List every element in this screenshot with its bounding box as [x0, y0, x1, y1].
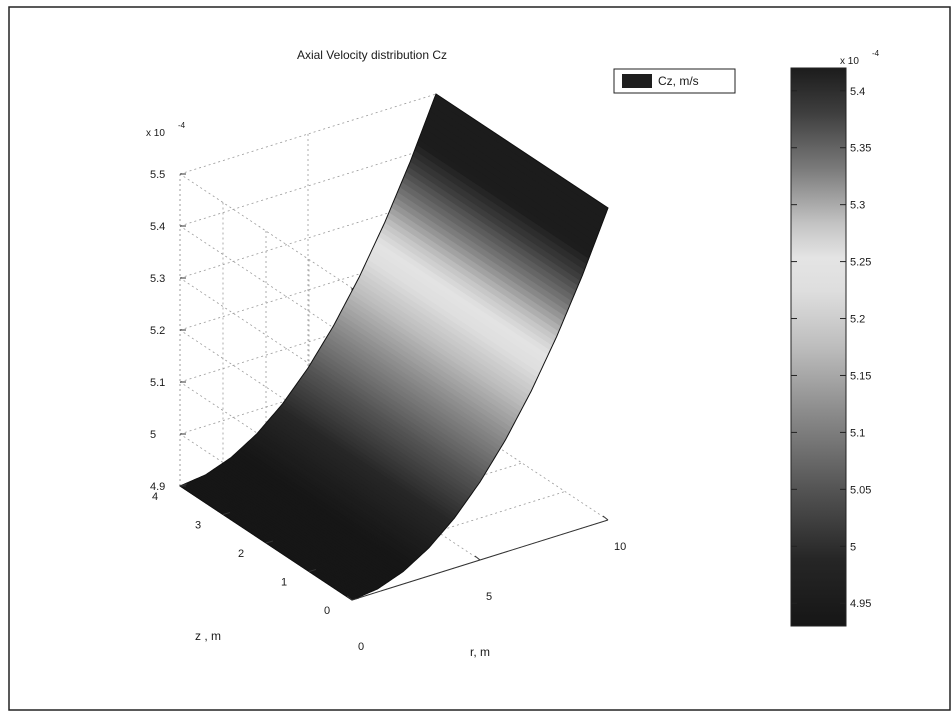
- z-axis-multiplier: x 10 -4: [146, 121, 186, 139]
- z-axis-ticks: 4.9 5 5.1 5.2 5.3 5.4 5.5: [150, 169, 186, 493]
- y-tick-label: 0: [324, 605, 330, 617]
- x-tick-mark: [346, 595, 353, 601]
- colorbar-tick-label: 5.05: [850, 484, 871, 496]
- colorbar-bar: [790, 67, 847, 627]
- x-axis-label: r, m: [470, 645, 490, 659]
- y-tick-mark: [222, 512, 231, 515]
- grid-line-z: [179, 329, 353, 445]
- surface-outline: [178, 93, 609, 601]
- colorbar-tick-label: 5.25: [850, 257, 871, 269]
- colorbar-tick-label: 5.1: [850, 427, 865, 439]
- z-tick-label: 5.5: [150, 169, 165, 181]
- z-multiplier-base: x 10: [146, 128, 165, 139]
- y-tick-label: 3: [195, 520, 201, 532]
- legend: Cz, m/s: [613, 68, 736, 94]
- x-tick-mark: [602, 515, 609, 521]
- z-tick-label: 5.3: [150, 273, 165, 285]
- y-tick-mark: [351, 597, 360, 601]
- y-tick-label: 1: [281, 577, 287, 589]
- z-tick-label: 4.9: [150, 481, 165, 493]
- colorbar-tick-label: 5: [850, 541, 856, 553]
- grid-line-z: [179, 381, 353, 497]
- z-multiplier-exponent: -4: [178, 121, 186, 130]
- y-tick-label: 4: [152, 491, 158, 503]
- chart-title: Axial Velocity distribution Cz: [297, 48, 447, 62]
- z-tick-label: 5.2: [150, 325, 165, 337]
- z-tick-label: 5.4: [150, 221, 165, 233]
- colorbar: 4.95 5 5.05 5.1 5.15 5.2 5.25 5.3 5.35 5.4 x 10 -…: [790, 49, 880, 627]
- colorbar-tick-label: 5.3: [850, 200, 865, 212]
- x-tick-mark: [474, 555, 481, 561]
- colorbar-multiplier-base: x 10: [840, 56, 859, 67]
- x-tick-label: 10: [614, 541, 626, 553]
- z-tick-label: 5: [150, 429, 156, 441]
- y-axis-ticks: 0 1 2 3 4: [152, 483, 360, 617]
- y-tick-mark: [179, 483, 188, 487]
- legend-swatch: [622, 74, 652, 88]
- y-tick-mark: [308, 569, 317, 572]
- x-axis-ticks: 0 5 10: [346, 515, 626, 653]
- z-tick-label: 5.1: [150, 377, 165, 389]
- grid-line-z: [179, 433, 353, 549]
- y-tick-label: 2: [238, 548, 244, 560]
- x-tick-label: 0: [358, 641, 364, 653]
- grid-line-z: [179, 225, 353, 341]
- colorbar-tick-label: 4.95: [850, 598, 871, 610]
- colorbar-tick-label: 5.15: [850, 370, 871, 382]
- colorbar-multiplier-exponent: -4: [872, 49, 880, 58]
- y-tick-mark: [265, 540, 274, 544]
- colorbar-tick-label: 5.2: [850, 314, 865, 326]
- y-axis-label: z , m: [195, 629, 221, 643]
- surface-plot: [178, 93, 609, 601]
- legend-label: Cz, m/s: [658, 74, 699, 88]
- colorbar-tick-label: 5.4: [850, 86, 865, 98]
- colorbar-ticks: 4.95 5 5.05 5.1 5.15 5.2 5.25 5.3 5.35 5.4: [791, 86, 871, 610]
- colorbar-tick-label: 5.35: [850, 143, 871, 155]
- x-tick-label: 5: [486, 591, 492, 603]
- grid-line-z: [179, 173, 353, 289]
- grid-line-z: [179, 277, 353, 393]
